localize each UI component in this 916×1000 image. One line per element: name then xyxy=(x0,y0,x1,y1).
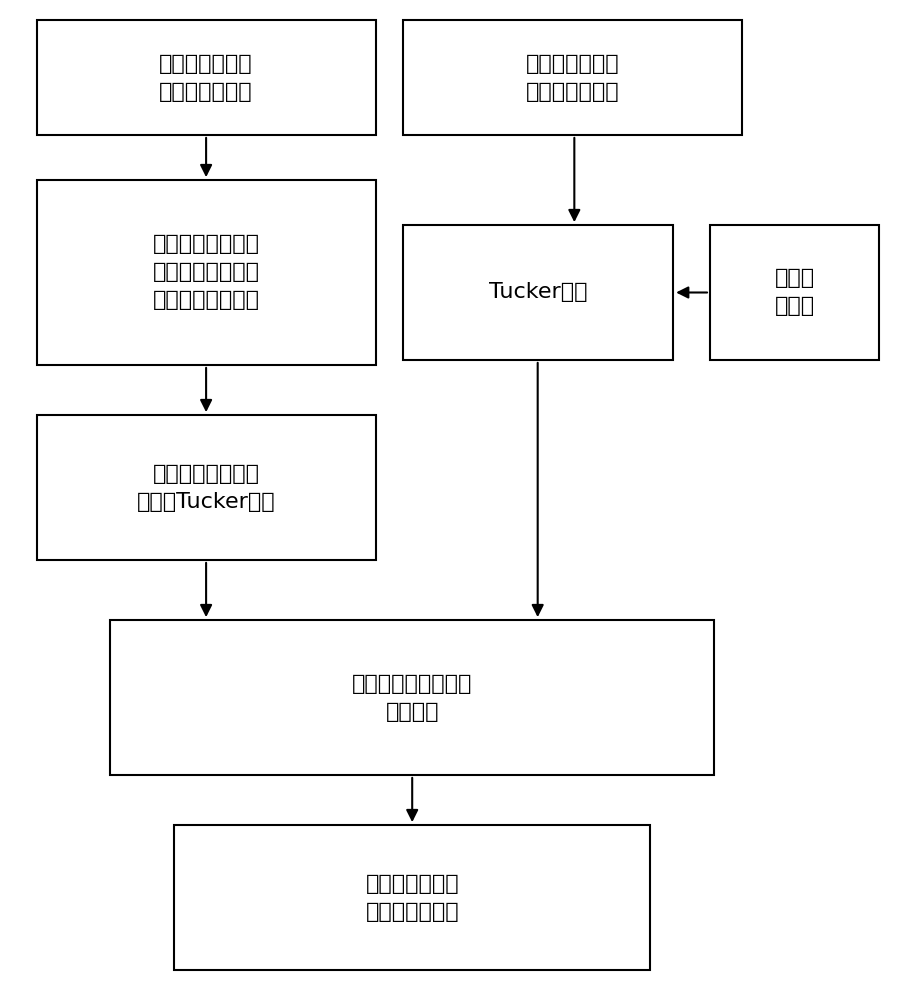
FancyBboxPatch shape xyxy=(110,620,714,775)
FancyBboxPatch shape xyxy=(403,225,673,360)
FancyBboxPatch shape xyxy=(403,20,742,135)
FancyBboxPatch shape xyxy=(37,415,376,560)
Text: 进行空间上采样获
得上采样的低空间
分辨率高光谱图像: 进行空间上采样获 得上采样的低空间 分辨率高光谱图像 xyxy=(153,234,259,310)
Text: Tucker分解: Tucker分解 xyxy=(489,282,587,302)
Text: 利用高阶奇异值分
解实现Tucker分解: 利用高阶奇异值分 解实现Tucker分解 xyxy=(136,464,276,512)
FancyBboxPatch shape xyxy=(710,225,879,360)
FancyBboxPatch shape xyxy=(174,825,650,970)
Text: 将核心张量与各因子
矩阵相乘: 将核心张量与各因子 矩阵相乘 xyxy=(352,674,473,722)
FancyBboxPatch shape xyxy=(37,20,376,135)
Text: 输入正
则参数: 输入正 则参数 xyxy=(775,268,814,316)
FancyBboxPatch shape xyxy=(37,180,376,365)
Text: 获得高空间分辨
率的高光谱图像: 获得高空间分辨 率的高光谱图像 xyxy=(365,874,459,922)
Text: 输入低空间分辨
率的高光谱图像: 输入低空间分辨 率的高光谱图像 xyxy=(159,53,253,102)
Text: 输入高空间分辨
率的多光谱图像: 输入高空间分辨 率的多光谱图像 xyxy=(526,53,619,102)
